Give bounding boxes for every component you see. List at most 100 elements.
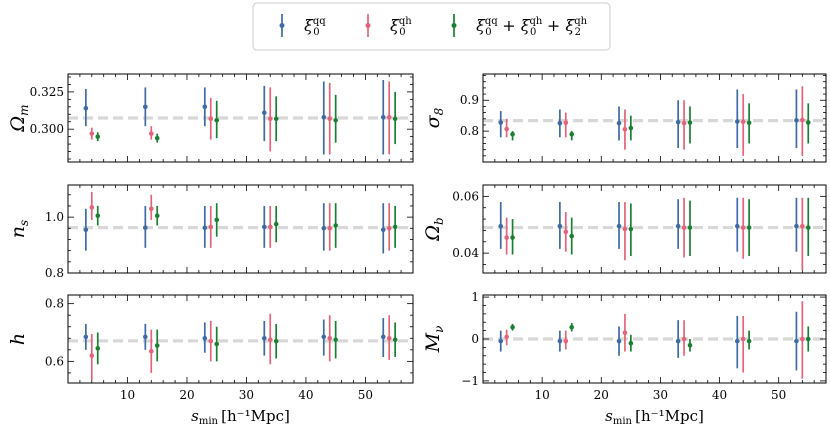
legend-symbol: ξ xyxy=(521,16,531,35)
y-axis-label-main: h xyxy=(7,333,29,345)
point-all xyxy=(805,336,811,342)
y-axis-label-main: Ω xyxy=(422,225,444,242)
point-all xyxy=(214,341,220,347)
y-tick-label: 1.0 xyxy=(45,210,64,224)
panel-sigma-8: 0.8 0.9 σ8 xyxy=(422,73,827,163)
y-tick-label: −1 xyxy=(461,374,479,388)
point-qq xyxy=(143,225,148,231)
point-qh xyxy=(148,131,154,136)
legend-subscript: 0 xyxy=(399,27,405,38)
point-qq xyxy=(557,223,563,229)
point-qq xyxy=(380,334,386,340)
x-axis-label-sub: min xyxy=(613,416,635,427)
y-tick-label: 0.6 xyxy=(45,354,64,368)
y-axis-label-sub: s xyxy=(17,220,31,226)
axes-frame xyxy=(482,73,827,163)
point-all xyxy=(569,233,575,239)
point-qh xyxy=(386,114,392,120)
legend-plus: + xyxy=(502,16,521,35)
x-tick-label: 30 xyxy=(653,388,668,402)
axes-frame xyxy=(67,184,414,274)
point-qh xyxy=(622,126,628,132)
point-all xyxy=(628,226,634,232)
y-tick-label: 0.8 xyxy=(45,297,64,311)
point-qh xyxy=(208,116,214,122)
point-qh xyxy=(563,229,569,235)
y-axis-label-main: Ω xyxy=(7,116,29,133)
x-axis-label-sub: min xyxy=(199,416,221,427)
point-qq xyxy=(616,120,622,126)
x-axis-label: smin [h⁻¹Mpc] xyxy=(191,407,290,427)
x-tick-label: 30 xyxy=(239,388,254,402)
y-axis-label-sub: ν xyxy=(432,326,446,333)
x-tick-label: 20 xyxy=(594,388,609,402)
point-all xyxy=(687,342,693,348)
legend-subscript: 0 xyxy=(530,27,536,38)
point-qq xyxy=(143,104,148,110)
point-qh xyxy=(504,334,509,340)
point-qq xyxy=(261,110,267,116)
point-qq xyxy=(734,338,740,344)
point-all xyxy=(95,213,101,219)
point-qq xyxy=(794,223,799,229)
y-axis-label-sub: m xyxy=(17,104,31,115)
y-axis-label-sub: 8 xyxy=(432,107,446,115)
point-all xyxy=(628,125,634,131)
point-qh xyxy=(563,120,569,126)
y-tick-label: 0 xyxy=(471,332,479,346)
point-all xyxy=(214,117,220,123)
point-qh xyxy=(89,353,95,358)
point-qh xyxy=(148,206,154,212)
point-qq xyxy=(202,335,208,341)
y-tick-label: 1 xyxy=(471,290,479,304)
point-qh xyxy=(327,335,333,341)
legend-symbol: ξ xyxy=(565,16,575,35)
axes-frame xyxy=(67,73,414,163)
axes-frame xyxy=(482,184,827,274)
point-qq xyxy=(143,334,148,340)
y-axis-label: σ8 xyxy=(422,107,446,128)
x-tick-label: 50 xyxy=(771,388,786,402)
y-tick-label: 0.9 xyxy=(460,93,479,107)
point-all xyxy=(154,135,160,141)
point-qq xyxy=(675,338,681,344)
point-qh xyxy=(800,223,805,229)
point-qh xyxy=(386,335,392,341)
point-qq xyxy=(616,223,622,229)
point-qh xyxy=(800,336,805,342)
legend-label-qq: ξqq 0 xyxy=(304,16,326,38)
legend-qh-marker xyxy=(365,23,371,28)
y-axis-label: Mν xyxy=(422,326,446,354)
panel-h: 0.6 0.8 10 20 30 40 50 smin [h⁻¹Mpc] h xyxy=(7,294,414,427)
x-axis-label-main: s xyxy=(191,407,199,425)
point-qh xyxy=(800,117,805,123)
point-all xyxy=(95,346,101,351)
point-qh xyxy=(267,337,273,343)
panel-omega-m: 0.300 0.325 Ωm xyxy=(7,73,414,163)
point-qq xyxy=(557,120,563,126)
y-axis-label: Ωm xyxy=(7,104,31,132)
legend-all-marker xyxy=(451,23,457,28)
y-tick-label: 0.06 xyxy=(452,189,479,203)
legend-symbol: ξ xyxy=(390,16,400,35)
point-qh xyxy=(89,205,95,210)
point-qq xyxy=(83,227,89,232)
point-qq xyxy=(261,335,267,341)
point-all xyxy=(746,338,752,344)
point-qq xyxy=(202,225,208,231)
legend-superscript: qh xyxy=(399,16,412,27)
point-all xyxy=(687,225,693,230)
point-qq xyxy=(616,338,622,344)
point-qq xyxy=(261,224,267,230)
y-axis-label-main: n xyxy=(7,226,29,238)
legend-superscript: qh xyxy=(574,16,587,27)
point-all xyxy=(746,120,752,126)
point-all xyxy=(569,131,575,137)
axes-frame xyxy=(67,294,414,384)
y-tick-label: 0.04 xyxy=(452,246,479,260)
point-all xyxy=(154,343,160,348)
legend: ξqq 0 ξqh 0 ξqq 0 + ξqh 0 + ξqh 2 xyxy=(252,2,611,51)
legend-qq-marker xyxy=(279,23,285,28)
x-axis-label: smin [h⁻¹Mpc] xyxy=(605,407,704,427)
legend-symbol: ξ xyxy=(304,16,314,35)
